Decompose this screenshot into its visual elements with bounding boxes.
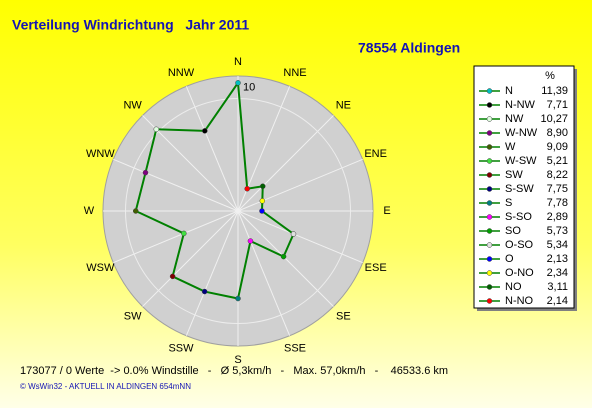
credit: © WsWin32 - AKTUELL IN ALDINGEN 654mNN	[20, 382, 191, 391]
r-tick-label: 10	[243, 81, 255, 93]
legend-value: 5,34	[547, 239, 568, 251]
data-point	[142, 169, 149, 176]
legend-value: 11,39	[541, 85, 568, 97]
legend-label: W-NW	[505, 127, 538, 139]
data-point	[132, 208, 139, 214]
data-point	[153, 126, 160, 133]
legend-value: 7,75	[547, 183, 568, 195]
legend-value: 9,09	[547, 141, 568, 153]
legend-label: S	[505, 197, 512, 209]
legend-marker	[486, 186, 493, 192]
legend-value: 2,34	[547, 267, 568, 279]
legend-label: S-SW	[505, 183, 534, 195]
legend-value: 7,71	[547, 99, 568, 111]
data-point	[235, 295, 241, 302]
data-point	[202, 128, 208, 134]
legend-marker	[486, 144, 493, 150]
data-point	[244, 186, 250, 192]
legend-value: 3,11	[547, 281, 568, 293]
data-point	[259, 198, 266, 204]
axis-label: WNW	[86, 148, 115, 160]
legend-value: 10,27	[540, 113, 568, 125]
axis-label: SSE	[284, 343, 306, 355]
data-point	[247, 238, 254, 244]
legend-marker	[486, 130, 493, 136]
legend-marker	[486, 172, 493, 178]
chart-subtitle: 78554 Aldingen	[358, 40, 460, 56]
legend-label: O-SO	[505, 239, 534, 251]
legend-label: N	[505, 85, 513, 97]
legend-value: 8,22	[547, 169, 568, 181]
legend-marker	[486, 102, 493, 108]
axis-label: WSW	[86, 262, 115, 274]
legend-marker	[486, 256, 493, 262]
legend-marker	[486, 88, 493, 94]
data-point	[169, 273, 176, 280]
legend-label: W-SW	[505, 155, 537, 167]
axis-label: N	[234, 56, 242, 68]
data-point	[181, 230, 187, 237]
legend-value: 2,13	[547, 253, 568, 265]
axis-label: E	[383, 205, 390, 217]
legend-marker	[486, 228, 493, 234]
legend-value: 5,21	[547, 155, 568, 167]
data-point	[290, 231, 297, 237]
legend-marker	[486, 242, 493, 248]
legend-value: 2,14	[547, 295, 568, 307]
legend-marker	[486, 284, 493, 290]
axis-label: NE	[336, 100, 351, 112]
data-point	[201, 288, 208, 295]
axis-label: NW	[123, 100, 142, 112]
axis-label: NNW	[168, 67, 195, 79]
legend-marker	[486, 214, 493, 220]
legend-value: 8,90	[547, 127, 568, 139]
axis-label: ENE	[364, 148, 387, 160]
legend-label: W	[505, 141, 516, 153]
footer: 173077 / 0 Werte -> 0.0% Windstille - Ø …	[20, 365, 448, 377]
legend-label: O	[505, 253, 514, 265]
data-point	[259, 183, 266, 190]
legend-marker	[486, 158, 493, 164]
legend-value: 5,73	[547, 225, 568, 237]
legend-marker	[486, 200, 493, 206]
axis-label: W	[84, 205, 95, 217]
legend-label: SW	[505, 169, 523, 181]
chart-title: Verteilung Windrichtung Jahr 2011	[12, 17, 249, 33]
data-point	[235, 80, 241, 86]
legend-label: N-NW	[505, 99, 536, 111]
grid-ring	[125, 98, 351, 324]
legend-title: %	[545, 70, 555, 82]
legend-value: 7,78	[547, 197, 568, 209]
data-point	[259, 208, 265, 214]
axis-label: SSW	[168, 343, 194, 355]
axis-label: ESE	[365, 262, 387, 274]
legend-label: SO	[505, 225, 521, 237]
data-point	[280, 253, 287, 260]
legend-label: N-NO	[505, 295, 534, 307]
legend-label: NO	[505, 281, 522, 293]
legend-marker	[486, 116, 493, 122]
axis-label: NNE	[283, 67, 306, 79]
axis-label: S	[234, 354, 241, 366]
legend-label: NW	[505, 113, 524, 125]
legend-label: S-SO	[505, 211, 532, 223]
legend-value: 2,89	[547, 211, 568, 223]
legend-marker	[486, 298, 493, 304]
axis-label: SW	[124, 310, 142, 322]
legend-label: O-NO	[505, 267, 534, 279]
legend-marker	[486, 270, 493, 276]
axis-label: SE	[336, 310, 351, 322]
